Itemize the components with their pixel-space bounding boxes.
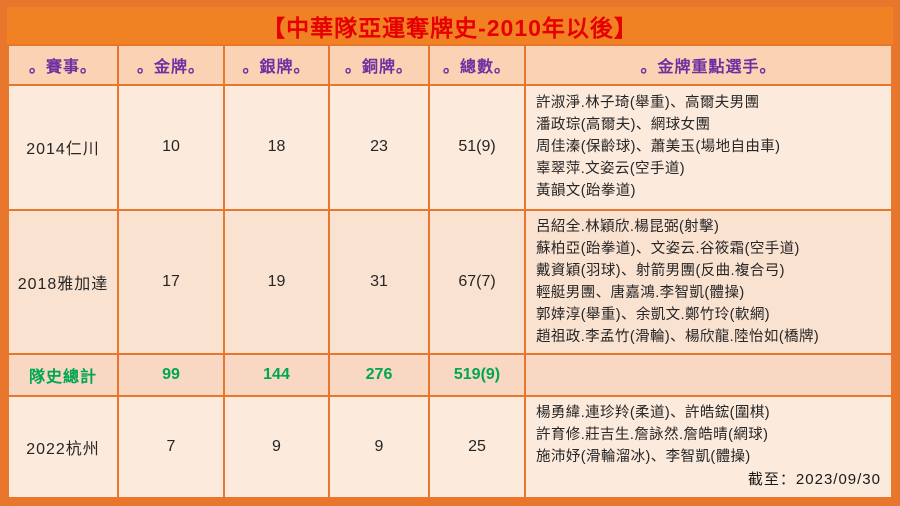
player-line: 戴資穎(羽球)、射箭男團(反曲.複合弓) — [536, 262, 785, 279]
player-line: 黃韻文(跆拳道) — [536, 183, 636, 200]
bronze-cell: 276 — [328, 353, 430, 398]
total-cell: 51(9) — [428, 84, 526, 211]
player-line: 呂紹全.林穎欣.楊昆弼(射擊) — [536, 218, 720, 235]
bronze-cell: 31 — [328, 208, 430, 356]
player-line: 辜翠萍.文姿云(空手道) — [536, 161, 685, 178]
silver-cell: 19 — [223, 208, 330, 356]
header-row: 。賽事。 。金牌。 。銀牌。 。銅牌。 。總數。 。金牌重點選手。 — [7, 44, 893, 86]
player-line: 周佳溱(保齡球)、蕭美玉(場地自由車) — [536, 139, 781, 156]
column-header-event: 。賽事。 — [7, 44, 119, 86]
title-bar: 【中華隊亞運奪牌史-2010年以後】 — [7, 7, 893, 44]
medal-history-table: 。賽事。 。金牌。 。銀牌。 。銅牌。 。總數。 。金牌重點選手。 2014仁川… — [7, 44, 893, 499]
player-line: 郭婞淳(舉重)、余凱文.鄭竹玲(軟網) — [536, 306, 770, 323]
column-header-players: 。金牌重點選手。 — [524, 44, 893, 86]
gold-cell: 7 — [117, 395, 225, 499]
as-of-date: 截至：2023/09/30 — [747, 471, 881, 489]
gold-cell: 17 — [117, 208, 225, 356]
silver-cell: 9 — [223, 395, 330, 499]
players-cell: 許淑淨.林子琦(舉重)、高爾夫男團 潘政琮(高爾夫)、網球女團 周佳溱(保齡球)… — [524, 84, 893, 211]
player-line: 許淑淨.林子琦(舉重)、高爾夫男團 — [536, 95, 760, 112]
table-row-2014: 2014仁川 10 18 23 51(9) 許淑淨.林子琦(舉重)、高爾夫男團 … — [7, 84, 893, 211]
bronze-cell: 23 — [328, 84, 430, 211]
players-cell: 楊勇緯.連珍羚(柔道)、許皓鋐(圍棋) 許育修.莊吉生.詹詠然.詹皓晴(網球) … — [524, 395, 893, 499]
bronze-cell: 9 — [328, 395, 430, 499]
table-row-team-total: 隊史總計 99 144 276 519(9) — [7, 353, 893, 398]
players-cell: 呂紹全.林穎欣.楊昆弼(射擊) 蘇柏亞(跆拳道)、文姿云.谷筱霜(空手道) 戴資… — [524, 208, 893, 356]
player-line: 施沛妤(滑輪溜冰)、李智凱(體操) — [536, 449, 751, 466]
total-cell: 67(7) — [428, 208, 526, 356]
page-title: 【中華隊亞運奪牌史-2010年以後】 — [262, 14, 638, 41]
table-row-2018: 2018雅加達 17 19 31 67(7) 呂紹全.林穎欣.楊昆弼(射擊) 蘇… — [7, 208, 893, 356]
gold-cell: 10 — [117, 84, 225, 211]
column-header-total: 。總數。 — [428, 44, 526, 86]
table-row-2022: 2022杭州 7 9 9 25 楊勇緯.連珍羚(柔道)、許皓鋐(圍棋) 許育修.… — [7, 395, 893, 499]
player-line: 趙祖政.李孟竹(滑輪)、楊欣龍.陸怡如(橋牌) — [536, 328, 820, 345]
total-cell: 519(9) — [428, 353, 526, 398]
player-line: 許育修.莊吉生.詹詠然.詹皓晴(網球) — [536, 427, 769, 444]
silver-cell: 18 — [223, 84, 330, 211]
gold-cell: 99 — [117, 353, 225, 398]
column-header-gold: 。金牌。 — [117, 44, 225, 86]
event-cell: 2014仁川 — [7, 84, 119, 211]
column-header-bronze: 。銅牌。 — [328, 44, 430, 86]
event-cell: 2018雅加達 — [7, 208, 119, 356]
column-header-silver: 。銀牌。 — [223, 44, 330, 86]
player-line: 輕艇男團、唐嘉鴻.李智凱(體操) — [536, 284, 745, 301]
player-line: 蘇柏亞(跆拳道)、文姿云.谷筱霜(空手道) — [536, 240, 800, 257]
player-line: 潘政琮(高爾夫)、網球女團 — [536, 117, 711, 134]
event-cell: 隊史總計 — [7, 353, 119, 398]
players-cell-empty — [524, 353, 893, 398]
player-line: 楊勇緯.連珍羚(柔道)、許皓鋐(圍棋) — [536, 405, 770, 422]
total-cell: 25 — [428, 395, 526, 499]
event-cell: 2022杭州 — [7, 395, 119, 499]
silver-cell: 144 — [223, 353, 330, 398]
